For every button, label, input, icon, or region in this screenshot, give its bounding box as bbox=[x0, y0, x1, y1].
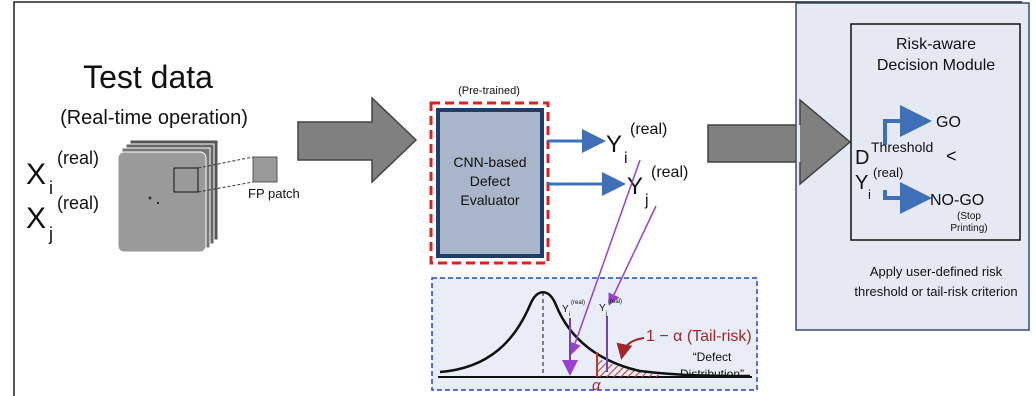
d-superscript: Threshold bbox=[871, 139, 933, 155]
subscript: i bbox=[49, 178, 53, 198]
patch-label: FP patch bbox=[248, 186, 300, 201]
superscript: (real) bbox=[651, 164, 688, 181]
symbol: Y bbox=[599, 303, 606, 314]
decision-title: Decision Module bbox=[877, 57, 995, 74]
caption: Distribution” bbox=[680, 367, 744, 381]
symbol: X bbox=[26, 158, 46, 191]
subscript: j bbox=[644, 192, 649, 209]
diagram: Test data (Real-time operation) X i (rea… bbox=[0, 0, 1036, 396]
caption: “Defect bbox=[693, 350, 732, 364]
symbol: X bbox=[26, 202, 46, 235]
alpha-label: α bbox=[592, 377, 601, 394]
subscript: i bbox=[569, 312, 570, 318]
left-subtitle: (Real-time operation) bbox=[60, 107, 248, 129]
decision-footer: Apply user-defined risk bbox=[870, 264, 1003, 279]
subscript: j bbox=[605, 311, 607, 317]
d-symbol: D bbox=[855, 147, 869, 169]
superscript: (real) bbox=[57, 148, 99, 168]
superscript: (real) bbox=[57, 193, 99, 213]
superscript: (real) bbox=[608, 299, 622, 305]
symbol: Y bbox=[627, 173, 643, 200]
left-title: Test data bbox=[83, 59, 213, 95]
tail-label: 1 − α (Tail-risk) bbox=[646, 328, 752, 345]
model-tag: (Pre-trained) bbox=[458, 85, 520, 97]
superscript: (real) bbox=[630, 121, 667, 138]
subscript: i bbox=[624, 150, 628, 167]
y-subscript: i bbox=[868, 187, 871, 202]
operator: < bbox=[946, 146, 957, 166]
y-symbol: Y bbox=[855, 172, 868, 194]
nogo-label: NO-GO bbox=[930, 192, 984, 209]
subscript: j bbox=[48, 224, 53, 244]
superscript: (real) bbox=[571, 300, 585, 306]
cnn-line: Defect bbox=[470, 173, 511, 189]
input-x-j: X j (real) bbox=[26, 193, 99, 244]
decision-title: Risk-aware bbox=[896, 36, 976, 53]
symbol: Y bbox=[562, 304, 569, 315]
output-y-i: Y i (real) bbox=[606, 121, 667, 167]
nogo-note: Printing) bbox=[950, 223, 987, 234]
go-label: GO bbox=[936, 114, 961, 131]
symbol: Y bbox=[606, 131, 622, 158]
decision-footer: threshold or tail-risk criterion bbox=[854, 284, 1017, 299]
flow-arrow bbox=[298, 98, 416, 182]
y-superscript: (real) bbox=[873, 165, 903, 180]
cnn-line: Evaluator bbox=[460, 192, 519, 208]
cnn-line: CNN-based bbox=[453, 154, 526, 170]
nogo-note: (Stop bbox=[957, 211, 981, 222]
input-x-i: X i (real) bbox=[26, 148, 99, 198]
